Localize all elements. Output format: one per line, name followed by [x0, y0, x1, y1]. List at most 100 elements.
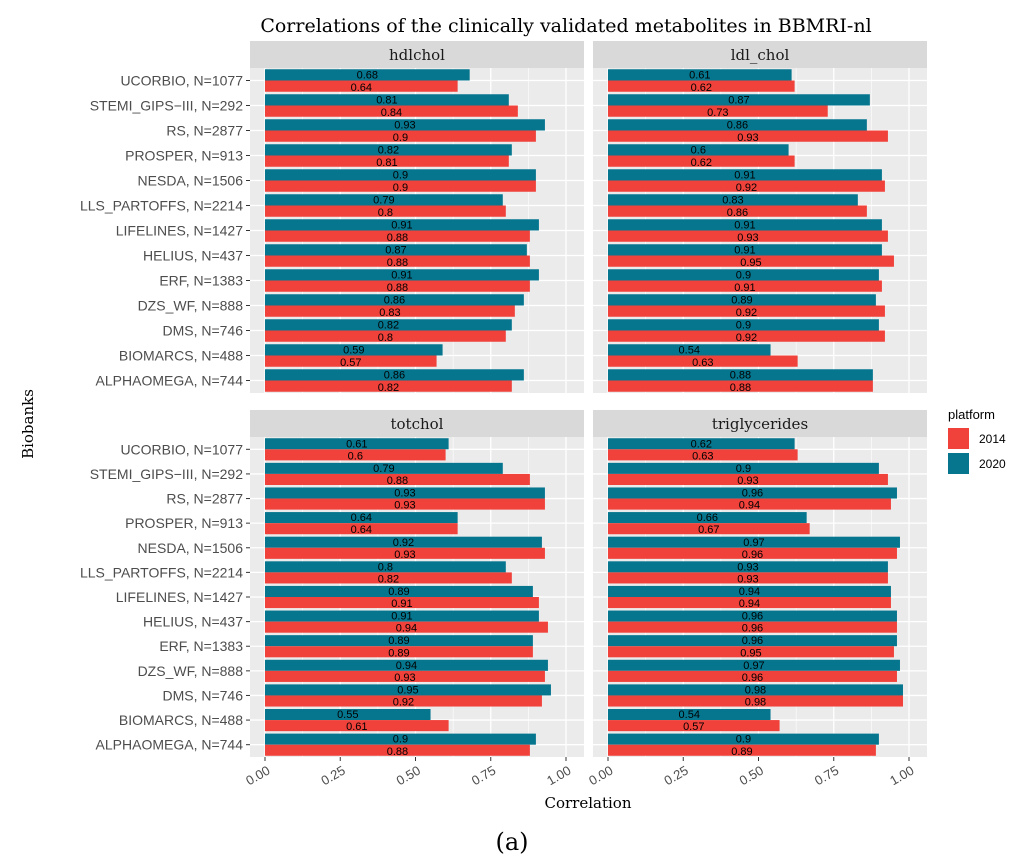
legend: platform 2014 2020 — [948, 407, 1006, 474]
figure-caption: (a) — [495, 828, 528, 856]
bar-label-2020: 0.9 — [393, 170, 408, 182]
x-tick-label: 0.25 — [661, 763, 690, 789]
category-label: STEMI_GIPS−III, N=292 — [90, 466, 244, 482]
category-label: BIOMARCS, N=488 — [119, 712, 243, 728]
bar-2020 — [265, 635, 533, 647]
bar-2020 — [608, 194, 858, 206]
bar-label-2014: 0.92 — [393, 697, 414, 709]
panels-layer: hdlchol0.680.640.810.840.930.90.820.810.… — [243, 41, 927, 788]
bar-2020 — [265, 269, 539, 281]
category-label: RS, N=2877 — [166, 123, 243, 139]
category-label: HELIUS, N=437 — [143, 248, 243, 264]
bar-label-2014: 0.57 — [340, 357, 361, 369]
bar-label-2020: 0.98 — [745, 684, 766, 696]
bar-label-2014: 0.57 — [683, 721, 704, 733]
bar-label-2020: 0.97 — [743, 660, 764, 672]
bar-label-2020: 0.55 — [337, 709, 358, 721]
category-label: ALPHAOMEGA, N=744 — [96, 737, 244, 753]
x-tick-label: 0.50 — [737, 763, 766, 789]
bar-label-2014: 0.92 — [736, 332, 757, 344]
bar-2020 — [265, 244, 527, 256]
bar-2014 — [265, 523, 458, 535]
x-tick-label: 1.00 — [887, 763, 916, 789]
bar-2014 — [608, 473, 888, 485]
bar-2014 — [265, 695, 542, 707]
bar-label-2014: 0.63 — [692, 450, 713, 462]
panel-strip-label: ldl_chol — [731, 46, 790, 64]
bar-2020 — [608, 536, 900, 548]
bar-2014 — [608, 205, 867, 217]
bar-label-2020: 0.95 — [397, 684, 418, 696]
bar-label-2020: 0.6 — [691, 145, 706, 157]
bar-label-2020: 0.89 — [388, 635, 409, 647]
bar-label-2020: 0.87 — [385, 245, 406, 257]
bar-label-2020: 0.96 — [742, 611, 763, 623]
category-label: DMS, N=746 — [162, 687, 243, 703]
bar-2014 — [608, 572, 888, 584]
bar-label-2014: 0.67 — [698, 524, 719, 536]
bar-label-2014: 0.94 — [396, 623, 417, 635]
bar-label-2020: 0.9 — [736, 734, 751, 746]
bar-label-2020: 0.93 — [394, 488, 415, 500]
bar-label-2014: 0.93 — [737, 232, 758, 244]
bar-2014 — [265, 744, 530, 756]
panel-strip — [250, 410, 584, 437]
bar-label-2014: 0.64 — [351, 524, 372, 536]
panel-strip — [250, 41, 584, 68]
bar-label-2014: 0.96 — [742, 549, 763, 561]
bar-2014 — [265, 473, 530, 485]
bar-label-2014: 0.92 — [736, 182, 757, 194]
bar-label-2020: 0.81 — [376, 95, 397, 107]
bar-2014 — [265, 380, 512, 392]
bar-2014 — [265, 621, 548, 633]
panel-strip-label: triglycerides — [712, 415, 808, 433]
x-tick-label: 0.75 — [469, 763, 498, 789]
bar-label-2014: 0.82 — [378, 573, 399, 585]
bar-label-2014: 0.6 — [348, 450, 363, 462]
bar-2020 — [608, 169, 882, 181]
bar-2020 — [265, 369, 524, 381]
bar-2020 — [265, 319, 512, 331]
category-label: DZS_WF, N=888 — [138, 663, 244, 679]
bar-2020 — [265, 438, 449, 450]
bar-2014 — [608, 280, 882, 292]
x-tick-label: 0.25 — [318, 763, 347, 789]
bar-2014 — [265, 280, 530, 292]
legend-title: platform — [948, 407, 995, 422]
bar-label-2014: 0.93 — [394, 672, 415, 684]
bar-label-2014: 0.82 — [378, 382, 399, 394]
bar-label-2020: 0.79 — [373, 463, 394, 475]
bar-label-2014: 0.88 — [387, 232, 408, 244]
bar-label-2020: 0.64 — [351, 512, 372, 524]
bar-label-2020: 0.9 — [736, 270, 751, 282]
bar-2014 — [265, 155, 509, 167]
bar-2014 — [265, 572, 512, 584]
bar-label-2014: 0.92 — [736, 307, 757, 319]
bar-2014 — [608, 720, 780, 732]
bar-label-2020: 0.96 — [742, 488, 763, 500]
bar-2014 — [265, 355, 437, 367]
bar-label-2020: 0.79 — [373, 195, 394, 207]
category-label: BIOMARCS, N=488 — [119, 348, 243, 364]
bar-2014 — [608, 330, 885, 342]
bar-2014 — [608, 355, 798, 367]
bar-label-2020: 0.61 — [346, 438, 367, 450]
bar-2020 — [265, 69, 470, 81]
bar-label-2020: 0.9 — [393, 734, 408, 746]
bar-label-2014: 0.88 — [387, 257, 408, 269]
bar-2014 — [608, 670, 897, 682]
bar-2014 — [608, 230, 888, 242]
category-label: STEMI_GIPS−III, N=292 — [90, 98, 244, 114]
bar-label-2020: 0.93 — [394, 120, 415, 132]
category-label: PROSPER, N=913 — [125, 515, 243, 531]
bar-2020 — [608, 684, 903, 696]
bar-2014 — [608, 744, 876, 756]
bar-2020 — [608, 144, 789, 156]
x-tick-label: 0.00 — [586, 763, 615, 789]
category-label: HELIUS, N=437 — [143, 614, 243, 630]
category-label: PROSPER, N=913 — [125, 148, 243, 164]
bar-label-2020: 0.68 — [357, 70, 378, 82]
bar-2020 — [265, 585, 533, 597]
bar-label-2020: 0.66 — [697, 512, 718, 524]
